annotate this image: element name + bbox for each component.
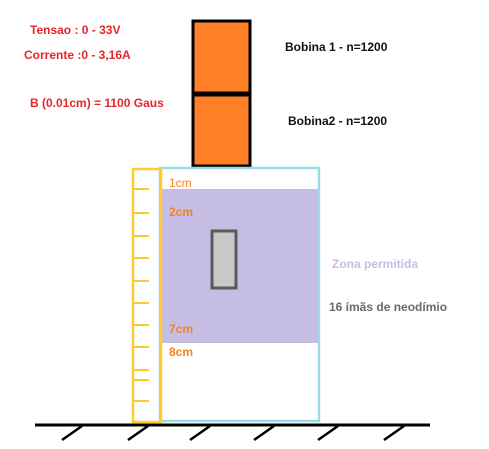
ruler-mark-2cm: 2cm xyxy=(169,205,194,219)
allowed-zone xyxy=(162,189,318,343)
coil2-label: Bobina2 - n=1200 xyxy=(288,114,388,128)
ruler-ticks xyxy=(134,188,149,402)
magnets-label: 16 ímãs de neodímio xyxy=(329,300,448,314)
zone-label: Zona permitida xyxy=(332,257,419,271)
sample-block xyxy=(210,229,238,290)
ruler-mark-8cm: 8cm xyxy=(169,345,194,359)
ruler-mark-1cm: 1cm xyxy=(169,176,192,190)
coil-2 xyxy=(191,93,252,168)
field-spec: B (0.01cm) = 1100 Gaus xyxy=(30,96,164,110)
current-spec: Corrente :0 - 3,16A xyxy=(24,48,131,62)
ground-hatching xyxy=(61,424,405,442)
coil-1 xyxy=(191,19,252,95)
ruler-mark-7cm: 7cm xyxy=(169,322,194,336)
coil1-label: Bobina 1 - n=1200 xyxy=(285,40,388,54)
voltage-spec: Tensao : 0 - 33V xyxy=(30,23,121,37)
ruler xyxy=(131,167,163,424)
